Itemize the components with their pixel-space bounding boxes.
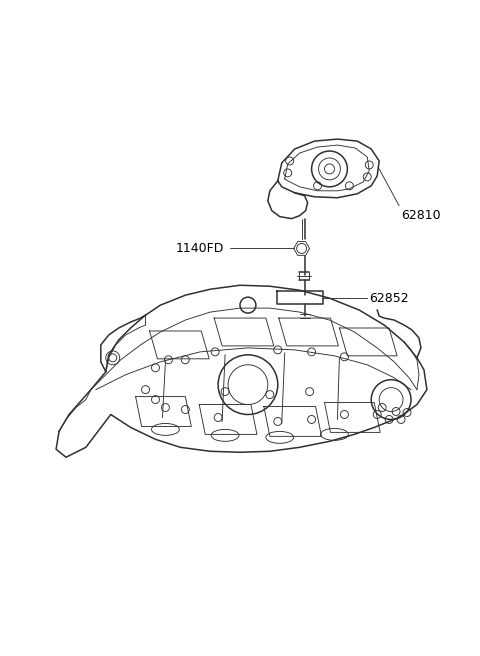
Text: 62810: 62810 xyxy=(401,209,441,222)
Text: 62852: 62852 xyxy=(369,292,409,304)
Text: 1140FD: 1140FD xyxy=(175,242,224,255)
